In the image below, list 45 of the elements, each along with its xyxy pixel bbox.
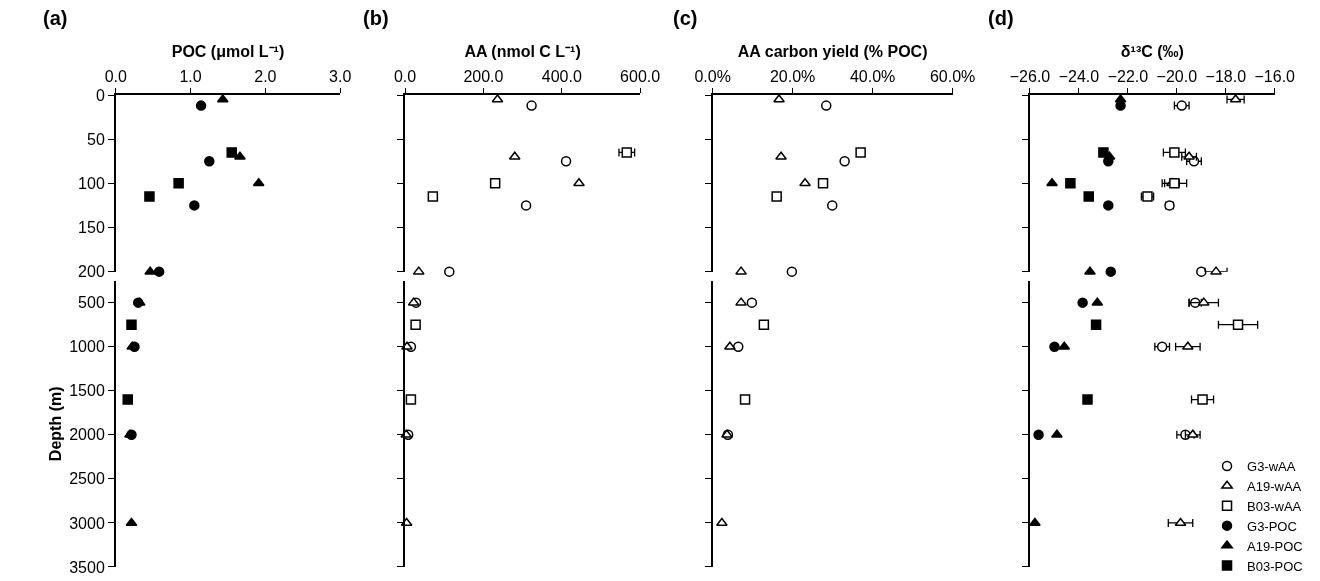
- y-axis-title: Depth (m): [46, 386, 64, 462]
- x-tick-label: 600.0: [620, 67, 661, 85]
- legend-label: A19-wAA: [1247, 478, 1302, 494]
- y-tick-label: 500: [78, 294, 105, 312]
- x-tick-label: −18.0: [1205, 67, 1247, 85]
- legend-label: A19-POC: [1247, 538, 1303, 554]
- y-tick-label: 2500: [69, 470, 105, 488]
- y-tick-label: 3000: [69, 514, 105, 532]
- x-tick-label: 200.0: [463, 67, 504, 85]
- legend-label: B03-wAA: [1247, 498, 1302, 514]
- y-tick-label: 1000: [69, 338, 105, 356]
- x-tick-label: 1.0: [179, 67, 202, 85]
- x-tick-label: 0.0%: [694, 67, 731, 85]
- y-tick-label: 1500: [69, 382, 105, 400]
- x-tick-label: −24.0: [1058, 67, 1100, 85]
- legend-label: B03-POC: [1247, 558, 1303, 574]
- x-tick-label: 40.0%: [849, 67, 896, 85]
- chart-title: (b): [363, 7, 389, 29]
- y-tick-label: 3500: [69, 558, 105, 576]
- x-tick-label: 0.0: [104, 67, 127, 85]
- chart-title: (c): [673, 7, 698, 29]
- x-axis-title: δ¹³C (‰): [1120, 43, 1184, 61]
- x-tick-label: 400.0: [541, 67, 582, 85]
- x-axis-title: AA carbon yield (% POC): [737, 43, 928, 61]
- x-tick-label: −22.0: [1107, 67, 1149, 85]
- x-tick-label: −20.0: [1156, 67, 1198, 85]
- y-tick-label: 100: [78, 174, 105, 192]
- y-tick-label: 200: [78, 263, 105, 281]
- x-tick-label: 0.0: [393, 67, 417, 85]
- y-tick-label: 150: [78, 219, 105, 237]
- x-tick-label: 60.0%: [929, 67, 976, 85]
- y-tick-label: 0: [95, 86, 105, 104]
- x-tick-label: 2.0: [254, 67, 277, 85]
- x-axis-title: AA (nmol C L⁻¹): [464, 43, 581, 61]
- y-tick-label: 2000: [69, 426, 105, 444]
- legend-label: G3-POC: [1247, 518, 1297, 534]
- x-tick-label: 3.0: [329, 67, 352, 85]
- legend-label: G3-wAA: [1247, 459, 1296, 475]
- x-axis-title: POC (μmol L⁻¹): [171, 43, 285, 61]
- x-tick-label: −26.0: [1009, 67, 1051, 85]
- x-tick-label: −16.0: [1254, 67, 1296, 85]
- y-tick-label: 50: [87, 130, 105, 148]
- chart-title: (a): [43, 7, 68, 29]
- chart-title: (d): [988, 7, 1014, 29]
- x-tick-label: 20.0%: [769, 67, 816, 85]
